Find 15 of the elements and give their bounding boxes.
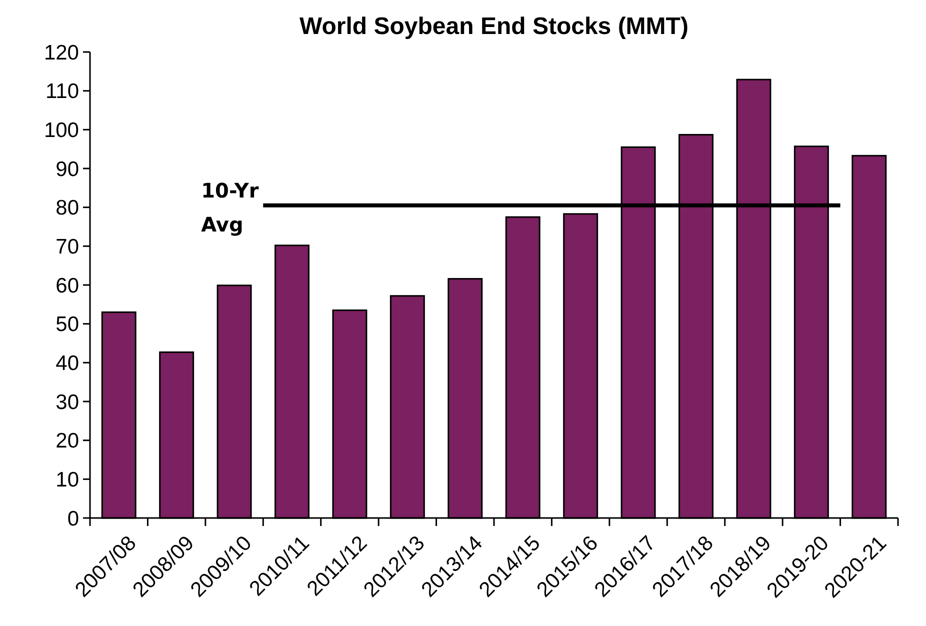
y-tick-label: 50 (56, 313, 79, 336)
y-tick-label: 110 (46, 80, 79, 104)
y-tick-label: 10 (56, 468, 79, 492)
y-tick-label: 60 (56, 274, 79, 298)
y-tick-label: 100 (44, 119, 79, 142)
y-tick-label: 80 (56, 196, 79, 220)
y-tick-label: 0 (67, 507, 79, 530)
y-tick-label: 30 (56, 390, 79, 414)
y-tick-label: 120 (44, 41, 79, 64)
chart-title: World Soybean End Stocks (MMT) (300, 13, 688, 40)
ref-line-label: 10-Yr Avg (201, 178, 259, 236)
y-tick-label: 40 (56, 352, 79, 376)
y-tick-label: 90 (56, 158, 79, 181)
y-tick-label: 70 (56, 236, 79, 259)
y-tick-label: 20 (56, 430, 79, 453)
